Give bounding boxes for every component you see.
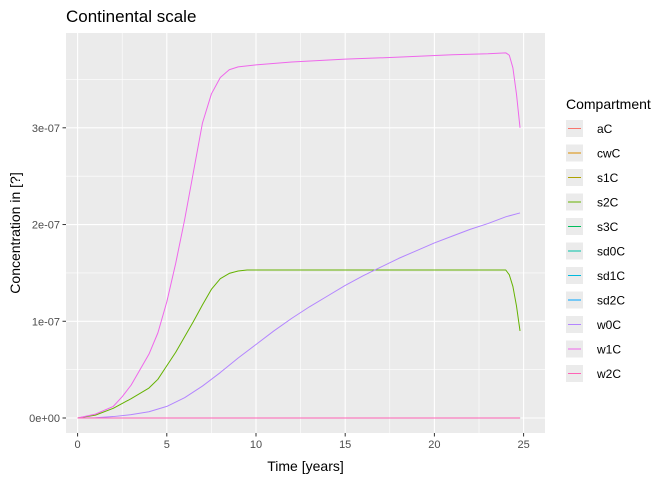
legend-label: sd2C: [597, 294, 625, 308]
minor-gridlines: [66, 33, 545, 433]
legend-item-w2C: w2C: [566, 365, 621, 382]
legend-label: w2C: [596, 367, 621, 381]
x-tick-label: 5: [164, 439, 170, 451]
legend: Compartment aC cwC s1C s2C s3C sd0C sd1C sd2C w0…: [566, 96, 651, 382]
legend-label: w0C: [596, 318, 621, 332]
y-tick-label: 1e-07: [32, 316, 60, 328]
x-tick-label: 15: [339, 439, 351, 451]
legend-label: s1C: [597, 171, 619, 185]
legend-item-s2C: s2C: [566, 193, 619, 211]
legend-item-sd2C: sd2C: [566, 291, 625, 309]
chart-title: Continental scale: [66, 7, 196, 26]
y-tick-label: 2e-07: [32, 220, 60, 232]
plot-panel: [66, 33, 545, 433]
legend-label: cwC: [597, 147, 621, 161]
legend-title: Compartment: [566, 96, 651, 112]
x-tick-label: 25: [517, 439, 529, 451]
legend-label: s2C: [597, 196, 619, 210]
x-tick-label: 0: [75, 439, 81, 451]
y-tick-label: 3e-07: [32, 123, 60, 135]
x-tick-label: 10: [250, 439, 262, 451]
legend-items: aC cwC s1C s2C s3C sd0C sd1C sd2C w0C w1C w2C: [566, 120, 625, 382]
series-line-w0C: [77, 212, 521, 419]
legend-item-cwC: cwC: [566, 144, 621, 162]
series-layer: [77, 52, 521, 419]
legend-item-s3C: s3C: [566, 218, 619, 235]
y-tick-label: 0e+00: [29, 413, 60, 425]
legend-item-sd0C: sd0C: [566, 242, 625, 260]
x-tick-label: 20: [428, 439, 440, 451]
legend-item-sd1C: sd1C: [566, 267, 625, 284]
legend-item-aC: aC: [566, 120, 613, 137]
x-axis: 0 5 10 15 20 25: [75, 433, 530, 451]
legend-label: aC: [597, 122, 613, 136]
series-line-w1C: [77, 52, 521, 419]
legend-label: s3C: [597, 220, 619, 234]
legend-label: w1C: [596, 343, 621, 357]
legend-label: sd1C: [597, 269, 625, 283]
series-line-s2C: [77, 269, 521, 419]
legend-label: sd0C: [597, 245, 625, 259]
y-axis-title: Concentration in [?]: [7, 172, 23, 293]
x-axis-title: Time [years]: [267, 458, 344, 474]
legend-item-w0C: w0C: [566, 316, 621, 333]
y-axis: 0e+00 1e-07 2e-07 3e-07: [29, 123, 66, 425]
legend-item-w1C: w1C: [566, 340, 621, 358]
legend-item-s1C: s1C: [566, 169, 619, 186]
